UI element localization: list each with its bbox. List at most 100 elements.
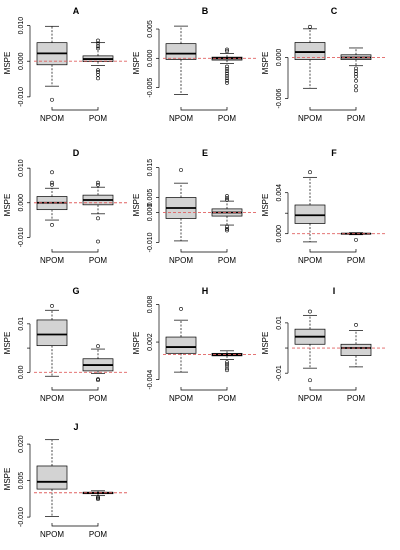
outlier-point	[96, 239, 100, 244]
outlier-point	[354, 237, 358, 242]
x-axis-line	[180, 107, 228, 111]
outlier-point	[354, 74, 358, 79]
y-tick-label: 0.000	[147, 49, 154, 67]
x-tick-label: POM	[89, 256, 108, 265]
outlier-point	[50, 182, 54, 187]
y-tick-label: -0.010	[18, 87, 25, 107]
y-axis-label: MSPE	[132, 194, 141, 217]
panel-title: C	[331, 6, 338, 16]
outlier-point	[50, 222, 54, 227]
panel-a: A MSPE -0.010 0.000 0.010 NPOM POM	[3, 6, 128, 123]
panel-title: A	[73, 6, 80, 16]
y-tick-label: -0.006	[276, 89, 283, 109]
outlier-point	[50, 180, 54, 185]
y-tick-label: 0.010	[18, 159, 25, 177]
y-tick-label: 0.000	[147, 204, 154, 222]
outlier-point	[225, 194, 229, 198]
x-axis-line	[180, 387, 228, 391]
outlier-point	[354, 78, 358, 83]
y-tick-label: 0.010	[18, 17, 25, 35]
x-tick-label: NPOM	[169, 256, 193, 265]
x-tick-label: POM	[218, 394, 237, 403]
y-axis-label: MSPE	[3, 332, 12, 355]
panel-title: H	[202, 286, 209, 296]
outlier-point	[225, 49, 229, 54]
outlier-point	[96, 76, 100, 81]
outlier-point	[179, 168, 183, 172]
outlier-point	[308, 24, 312, 29]
x-tick-label: NPOM	[169, 114, 193, 123]
panel-title: F	[331, 148, 337, 158]
outlier-point	[354, 72, 358, 76]
outlier-point	[96, 41, 100, 46]
y-axis-label: MSPE	[132, 332, 141, 355]
y-axis-label: MSPE	[261, 52, 270, 75]
y-tick-label: -0.010	[147, 232, 154, 252]
outlier-point	[354, 88, 358, 93]
outlier-point	[96, 497, 100, 501]
outlier-point	[225, 196, 229, 201]
outlier-point	[225, 360, 229, 364]
outlier-point	[225, 198, 229, 202]
y-axis-label: MSPE	[3, 52, 12, 75]
x-tick-label: POM	[347, 394, 366, 403]
y-tick-label: 0.002	[147, 333, 154, 351]
outlier-point	[50, 170, 54, 175]
outlier-point	[354, 69, 358, 74]
outlier-point	[96, 216, 100, 221]
outlier-point	[225, 366, 229, 371]
panel-d: D MSPE -0.010 0.000 0.010 NPOM POM	[3, 148, 128, 265]
x-tick-label: NPOM	[169, 394, 193, 403]
y-tick-label: 0.000	[18, 52, 25, 70]
x-axis-line	[309, 249, 357, 253]
y-tick-label: -0.004	[147, 370, 154, 390]
outlier-point	[225, 69, 229, 74]
y-tick-label: 0.01	[276, 316, 283, 330]
outlier-point	[179, 306, 183, 311]
y-tick-label: 0.000	[18, 194, 25, 212]
outlier-point	[96, 44, 100, 49]
panel-c: C MSPE -0.006 0.000 NPOM POM	[261, 6, 386, 123]
outlier-point	[225, 71, 229, 76]
x-axis-line	[51, 387, 99, 391]
y-axis-label: MSPE	[3, 468, 12, 491]
y-axis-label: MSPE	[261, 194, 270, 217]
x-tick-label: NPOM	[40, 394, 64, 403]
outlier-point	[354, 66, 358, 71]
y-tick-label: 0.008	[147, 296, 154, 314]
box-npom	[36, 465, 68, 490]
x-tick-label: POM	[347, 256, 366, 265]
y-tick-label: 0.000	[276, 49, 283, 67]
panel-h: H MSPE -0.004 0.002 0.008 NPOM POM	[132, 286, 257, 403]
x-tick-label: POM	[89, 114, 108, 123]
x-tick-label: POM	[89, 530, 108, 539]
y-tick-label: 0.004	[276, 184, 283, 202]
x-tick-label: NPOM	[298, 256, 322, 265]
y-tick-label: 0.005	[18, 472, 25, 490]
outlier-point	[96, 70, 100, 74]
panel-f: F MSPE 0.000 0.004 NPOM POM	[261, 148, 386, 265]
outlier-point	[354, 84, 358, 89]
x-tick-label: POM	[218, 256, 237, 265]
y-tick-label: -0.01	[276, 365, 283, 381]
box-npom	[165, 336, 197, 354]
x-tick-label: POM	[89, 394, 108, 403]
outlier-point	[96, 38, 100, 43]
outlier-point	[225, 363, 229, 368]
panel-title: B	[202, 6, 209, 16]
panel-title: I	[333, 286, 336, 296]
x-axis-line	[180, 249, 228, 253]
panel-title: G	[72, 286, 79, 296]
y-tick-label: -0.010	[18, 507, 25, 527]
outlier-point	[225, 47, 229, 52]
outlier-point	[308, 378, 312, 383]
outlier-point	[50, 303, 54, 308]
x-tick-label: NPOM	[40, 114, 64, 123]
box-npom	[294, 204, 326, 224]
y-tick-label: 0.01	[18, 317, 25, 331]
x-axis-line	[309, 387, 357, 391]
panel-g: G MSPE 0.00 0.01 NPOM POM	[3, 286, 128, 403]
y-tick-label: 0.000	[276, 225, 283, 243]
outlier-point	[354, 322, 358, 327]
